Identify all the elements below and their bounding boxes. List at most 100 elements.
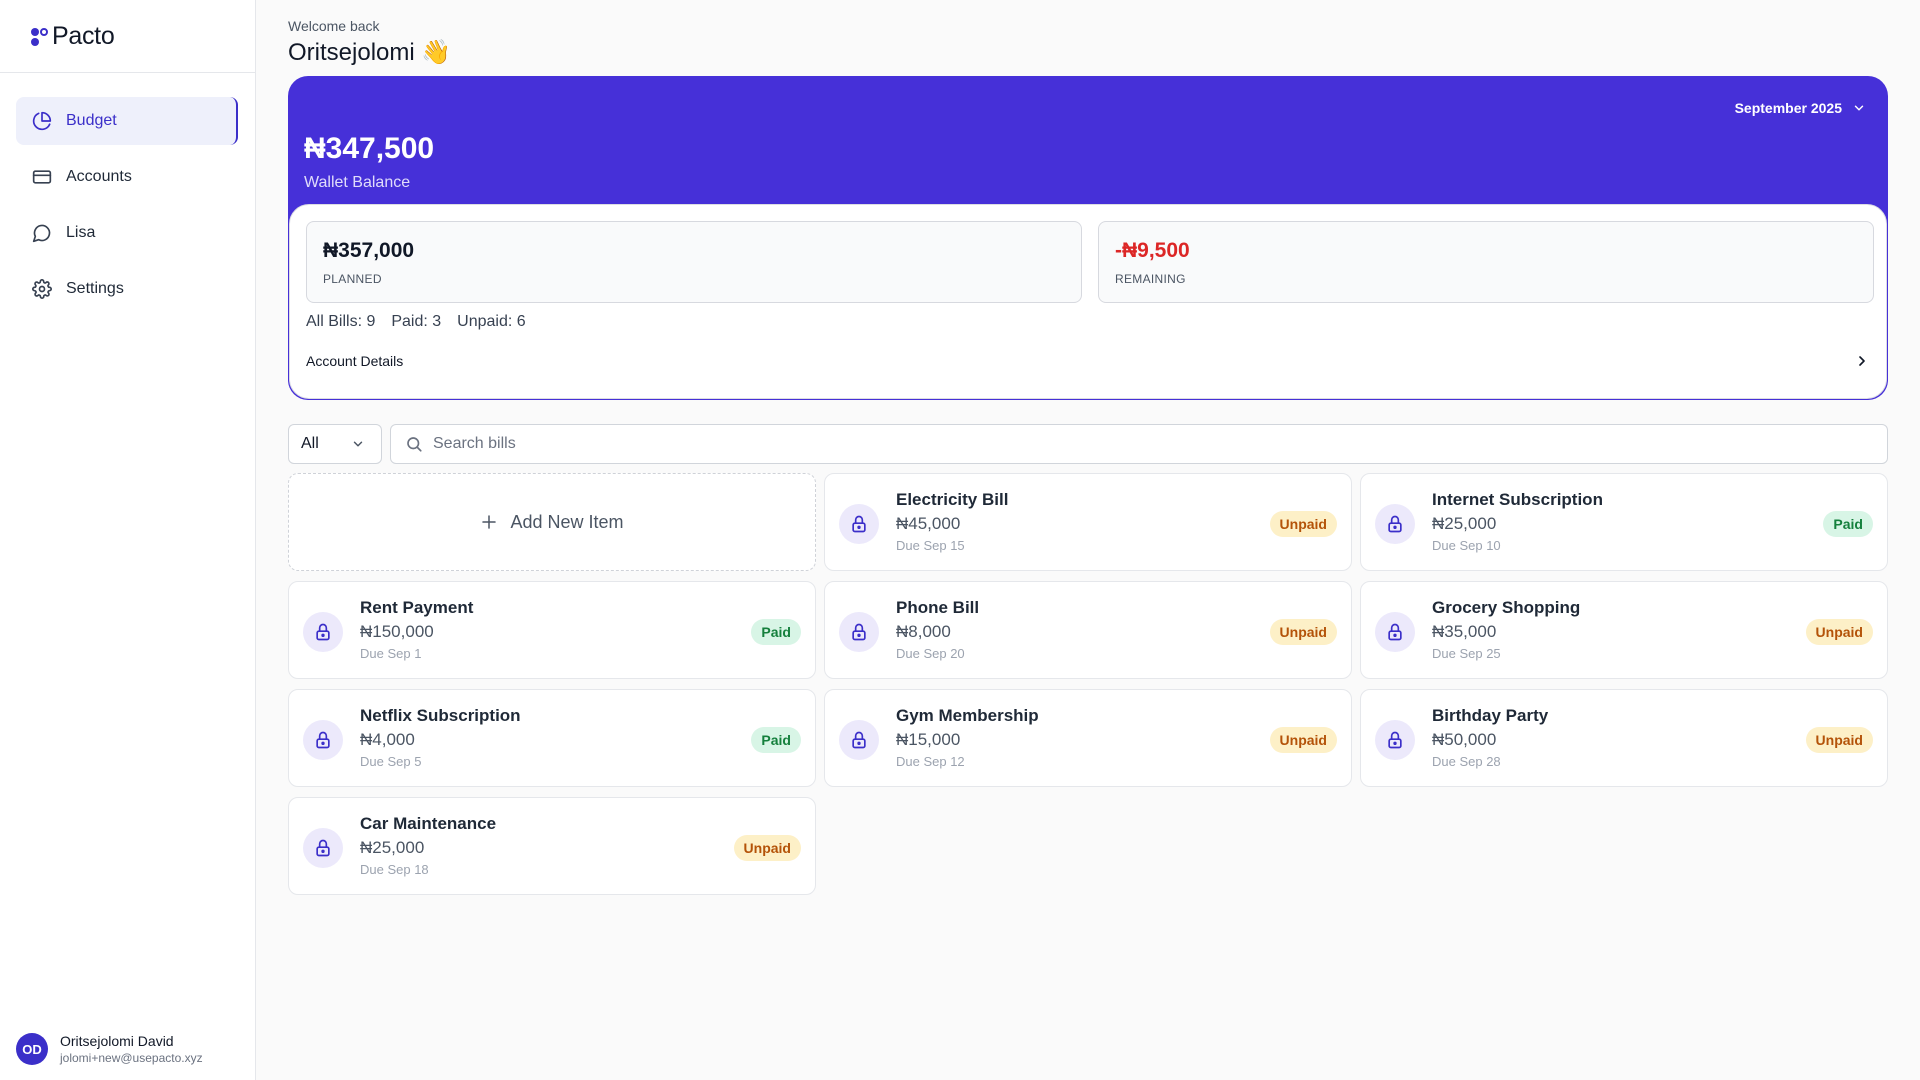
sidebar-item-lisa[interactable]: Lisa: [16, 209, 238, 257]
app-logo[interactable]: Pacto: [30, 21, 115, 50]
lock-icon: [1375, 720, 1415, 760]
bill-due-date: Due Sep 18: [360, 862, 429, 877]
bill-due-date: Due Sep 25: [1432, 646, 1501, 661]
lock-icon: [303, 612, 343, 652]
paid-count: Paid: 3: [391, 313, 442, 330]
avatar: OD: [16, 1033, 48, 1065]
status-badge: Paid: [751, 619, 801, 645]
bill-due-date: Due Sep 15: [896, 538, 965, 553]
bill-amount: ₦25,000: [360, 838, 425, 857]
status-badge: Unpaid: [1269, 619, 1337, 645]
app-name: Pacto: [52, 21, 115, 50]
user-email: jolomi+new@usepacto.xyz: [60, 1051, 203, 1065]
sidebar-item-budget[interactable]: Budget: [16, 97, 238, 145]
bill-card[interactable]: Grocery Shopping ₦35,000 Due Sep 25 Unpa…: [1360, 581, 1888, 679]
bill-amount: ₦150,000: [360, 622, 434, 641]
user-profile[interactable]: OD Oritsejolomi David jolomi+new@usepact…: [16, 1032, 203, 1066]
bill-amount: ₦4,000: [360, 730, 415, 749]
bill-amount: ₦50,000: [1432, 730, 1497, 749]
bill-name: Internet Subscription: [1432, 490, 1603, 509]
bills-grid: Add New Item Electricity Bill ₦45,000 Du…: [288, 473, 1888, 895]
bill-amount: ₦8,000: [896, 622, 951, 641]
status-badge: Unpaid: [1805, 727, 1873, 753]
bill-card[interactable]: Netflix Subscription ₦4,000 Due Sep 5 Pa…: [288, 689, 816, 787]
wallet-balance: ₦347,500: [304, 132, 435, 165]
bill-name: Car Maintenance: [360, 814, 497, 833]
planned-stat: ₦357,000 PLANNED: [306, 221, 1082, 303]
user-name: Oritsejolomi David: [60, 1033, 174, 1049]
bill-counts: All Bills: 9 Paid: 3 Unpaid: 6: [306, 313, 542, 331]
bill-amount: ₦35,000: [1432, 622, 1497, 641]
lock-icon: [839, 720, 879, 760]
bill-name: Birthday Party: [1432, 706, 1549, 725]
sidebar-item-settings[interactable]: Settings: [16, 265, 238, 313]
chevron-down-icon: [1854, 105, 1864, 111]
bill-amount: ₦15,000: [896, 730, 961, 749]
bill-amount: ₦45,000: [896, 514, 961, 533]
bill-card[interactable]: Car Maintenance ₦25,000 Due Sep 18 Unpai…: [288, 797, 816, 895]
chevron-right-icon: [1859, 356, 1865, 366]
pie-chart-icon: [32, 111, 52, 131]
status-badge: Unpaid: [1805, 619, 1873, 645]
bill-card[interactable]: Phone Bill ₦8,000 Due Sep 20 Unpaid: [824, 581, 1352, 679]
lock-icon: [1375, 612, 1415, 652]
status-badge: Paid: [751, 727, 801, 753]
bill-card[interactable]: Birthday Party ₦50,000 Due Sep 28 Unpaid: [1360, 689, 1888, 787]
bill-card[interactable]: Rent Payment ₦150,000 Due Sep 1 Paid: [288, 581, 816, 679]
bill-amount: ₦25,000: [1432, 514, 1497, 533]
bill-name: Gym Membership: [896, 706, 1039, 725]
unpaid-count: Unpaid: 6: [457, 313, 526, 330]
search-box: [390, 424, 1888, 464]
bill-name: Grocery Shopping: [1432, 598, 1581, 617]
lock-icon: [303, 828, 343, 868]
lock-icon: [839, 612, 879, 652]
sidebar-divider: [0, 72, 256, 73]
account-details-link[interactable]: Account Details: [306, 348, 1870, 374]
sidebar-item-accounts[interactable]: Accounts: [16, 153, 238, 201]
search-icon: [407, 437, 422, 452]
lock-icon: [303, 720, 343, 760]
bill-due-date: Due Sep 1: [360, 646, 422, 661]
search-input[interactable]: [433, 435, 1833, 453]
bill-due-date: Due Sep 5: [360, 754, 422, 769]
bill-due-date: Due Sep 20: [896, 646, 965, 661]
lock-icon: [1375, 504, 1415, 544]
status-badge: Unpaid: [1269, 727, 1337, 753]
page-title: Oritsejolomi 👋: [288, 39, 452, 66]
add-new-item-button[interactable]: Add New Item: [288, 473, 816, 571]
remaining-stat: -₦9,500 REMAINING: [1098, 221, 1874, 303]
wallet-card: September 2025 ₦347,500 Wallet Balance ₦…: [288, 76, 1888, 400]
filter-bar: All: [288, 424, 1888, 464]
month-selector[interactable]: September 2025: [1735, 100, 1866, 116]
month-label: September 2025: [1734, 100, 1842, 116]
status-badge: Unpaid: [1269, 511, 1337, 537]
budget-summary: ₦357,000 PLANNED -₦9,500 REMAINING All B…: [289, 204, 1887, 399]
chat-bubble-icon: [32, 223, 52, 243]
planned-label: PLANNED: [323, 272, 382, 286]
bill-name: Netflix Subscription: [360, 706, 521, 725]
plus-icon: [482, 515, 497, 529]
bill-due-date: Due Sep 28: [1432, 754, 1501, 769]
bill-card[interactable]: Internet Subscription ₦25,000 Due Sep 10…: [1360, 473, 1888, 571]
gear-icon: [32, 279, 52, 299]
bill-name: Rent Payment: [360, 598, 474, 617]
add-new-item-label: Add New Item: [510, 511, 624, 532]
bill-card[interactable]: Gym Membership ₦15,000 Due Sep 12 Unpaid: [824, 689, 1352, 787]
status-badge: Unpaid: [733, 835, 801, 861]
status-filter-select[interactable]: All: [288, 424, 382, 464]
pacto-logo-icon: [30, 25, 50, 47]
welcome-text: Welcome back: [288, 18, 380, 34]
bill-card[interactable]: Electricity Bill ₦45,000 Due Sep 15 Unpa…: [824, 473, 1352, 571]
lock-icon: [839, 504, 879, 544]
sidebar-item-label: Accounts: [66, 168, 132, 185]
sidebar-item-label: Budget: [66, 112, 117, 129]
chevron-down-icon: [353, 441, 363, 447]
status-badge: Paid: [1823, 511, 1873, 537]
sidebar-item-label: Settings: [66, 280, 124, 297]
sidebar: Pacto Budget Accounts Lisa Settings: [0, 0, 256, 1080]
remaining-label: REMAINING: [1115, 272, 1186, 286]
sidebar-nav: Budget Accounts Lisa Settings: [16, 97, 238, 321]
all-bills-count: All Bills: 9: [306, 313, 376, 330]
status-filter-value: All: [301, 435, 319, 452]
bill-name: Electricity Bill: [896, 490, 1009, 509]
